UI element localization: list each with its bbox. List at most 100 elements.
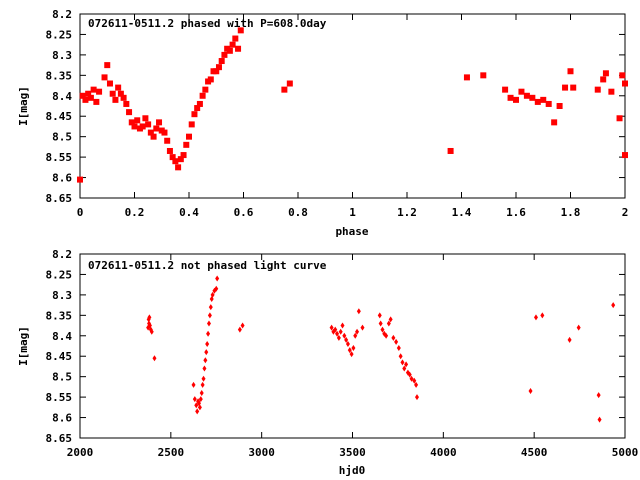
y-tick-label: 8.35 (46, 69, 73, 82)
data-point (229, 41, 236, 48)
data-point (186, 133, 192, 140)
data-point (513, 96, 519, 103)
data-point (594, 86, 601, 93)
data-point (576, 324, 581, 331)
data-point (447, 147, 454, 154)
y-tick-label: 8.4 (52, 90, 72, 103)
plot-frame (79, 253, 626, 439)
data-point (391, 334, 396, 341)
y-tick-label: 8.5 (52, 131, 72, 144)
x-tick-label: 4500 (521, 446, 548, 459)
data-point (596, 392, 601, 399)
data-point (169, 154, 176, 161)
data-point (175, 164, 182, 171)
x-tick-label: 1 (349, 206, 356, 219)
x-tick-label: 0 (77, 206, 84, 219)
x-tick-label: 1.2 (397, 206, 417, 219)
data-point (82, 96, 89, 103)
data-point (96, 88, 103, 95)
x-axis-label: hjd0 (339, 464, 366, 477)
y-tick-label: 8.45 (46, 110, 73, 123)
x-tick-label: 1.4 (452, 206, 472, 219)
data-point (404, 361, 409, 368)
y-axis-label: I[mag] (17, 326, 30, 366)
data-point (166, 147, 173, 154)
data-point (507, 94, 514, 101)
data-point (600, 76, 607, 83)
data-point (106, 80, 113, 87)
data-point (412, 377, 417, 384)
axis-ticks: 2000 2500 3000 3500 4000 4500 5000 8.2 8.25 8.3 8.… (46, 248, 639, 459)
y-tick-label: 8.2 (52, 248, 72, 261)
data-point (502, 86, 509, 93)
data-point (77, 176, 83, 183)
unphased-light-curve-panel: 072611-0511.2 not phased light curve hjd… (17, 248, 638, 477)
data-point (529, 94, 536, 101)
data-point (195, 408, 200, 415)
y-tick-label: 8.2 (52, 8, 72, 21)
plot-frame (79, 13, 626, 199)
data-point (117, 90, 124, 97)
data-point (200, 381, 205, 388)
data-point (616, 115, 623, 122)
data-point (164, 137, 171, 144)
data-point (344, 336, 349, 343)
data-point (402, 365, 407, 372)
data-point (378, 320, 383, 327)
data-point (518, 88, 525, 95)
y-tick-label: 8.25 (46, 268, 73, 281)
data-point (202, 365, 207, 372)
y-axis-label: I[mag] (17, 86, 30, 126)
data-point (414, 394, 419, 401)
data-point (85, 90, 92, 97)
data-point (380, 326, 385, 333)
x-tick-label: 1.6 (506, 206, 526, 219)
x-tick-label: 0.6 (234, 206, 254, 219)
data-point (139, 123, 146, 130)
data-point (201, 375, 206, 382)
data-point (608, 88, 615, 95)
data-point (232, 35, 239, 42)
data-point (87, 94, 94, 101)
data-point (528, 387, 533, 394)
data-point (153, 125, 160, 132)
data-point (194, 402, 199, 409)
data-point (237, 326, 242, 333)
y-tick-label: 8.5 (52, 371, 72, 384)
data-point (156, 119, 163, 126)
y-tick-label: 8.65 (46, 192, 73, 205)
data-points (146, 275, 616, 423)
axis-ticks: 0 0.2 0.4 0.6 0.8 1 1.2 1.4 1.6 1.8 2 8.2 8.25 8.3 8.3… (46, 8, 629, 219)
y-tick-label: 8.55 (46, 391, 73, 404)
data-point (126, 109, 133, 116)
data-point (351, 345, 356, 352)
data-point (338, 328, 343, 335)
y-tick-label: 8.25 (46, 28, 73, 41)
x-tick-label: 5000 (612, 446, 639, 459)
data-point (567, 336, 572, 343)
data-point (240, 322, 245, 329)
data-point (90, 86, 97, 93)
data-point (377, 312, 382, 319)
x-tick-label: 2000 (67, 446, 94, 459)
y-tick-label: 8.45 (46, 350, 73, 363)
y-tick-label: 8.55 (46, 151, 73, 164)
data-point (398, 353, 403, 360)
data-point (152, 355, 157, 362)
data-point (353, 332, 358, 339)
data-point (340, 322, 345, 329)
y-tick-label: 8.35 (46, 309, 73, 322)
data-point (161, 129, 168, 136)
data-point (142, 115, 149, 122)
data-point (147, 129, 154, 136)
data-point (570, 84, 577, 91)
phased-light-curve-panel: 072611-0511.2 phased with P=608.0day pha… (17, 8, 628, 238)
data-point (194, 105, 201, 112)
data-point (221, 51, 228, 58)
data-point (202, 86, 209, 93)
data-point (347, 347, 352, 354)
data-point (199, 390, 204, 397)
data-point (177, 156, 184, 163)
x-tick-label: 2 (622, 206, 629, 219)
y-tick-label: 8.65 (46, 432, 73, 445)
